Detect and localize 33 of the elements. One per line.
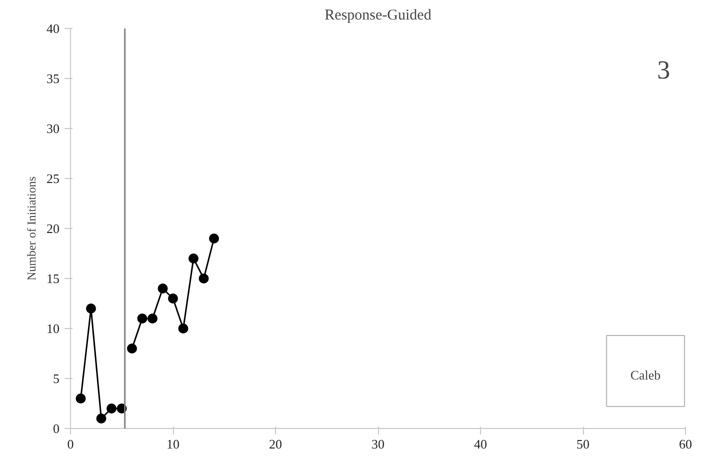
x-tick-label: 40: [474, 436, 487, 452]
point: [86, 304, 96, 314]
point: [148, 314, 158, 324]
y-tick-label: 5: [53, 371, 60, 386]
point: [188, 254, 198, 264]
y-tick-label: 35: [46, 71, 60, 86]
point: [76, 394, 86, 404]
point: [106, 404, 116, 414]
annotation: 3: [657, 56, 670, 84]
y-axis-title: Number of Initiations: [24, 176, 38, 280]
x-tick-label: 30: [372, 436, 384, 452]
x-tick-label: 20: [269, 436, 282, 452]
x-tick-label: 50: [576, 436, 590, 452]
point: [198, 274, 209, 284]
y-tick-label: 15: [46, 271, 60, 286]
point: [96, 414, 106, 424]
y-tick-label: 0: [53, 421, 60, 436]
chart-title: Response-Guided: [324, 8, 432, 24]
point: [209, 234, 219, 244]
y-tick-label: 10: [46, 321, 60, 336]
point: [158, 284, 168, 294]
point: [178, 324, 188, 334]
annotation: Caleb: [630, 368, 661, 382]
x-tick-label: 0: [67, 436, 74, 452]
y-tick-label: 25: [46, 171, 60, 186]
y-tick-label: 30: [46, 121, 60, 136]
point: [168, 294, 178, 304]
y-tick-label: 20: [46, 221, 60, 236]
x-tick-label: 60: [679, 436, 692, 452]
y-tick-label: 40: [46, 21, 60, 36]
point: [137, 314, 148, 324]
x-tick-label: 10: [166, 436, 180, 452]
point: [127, 344, 137, 354]
